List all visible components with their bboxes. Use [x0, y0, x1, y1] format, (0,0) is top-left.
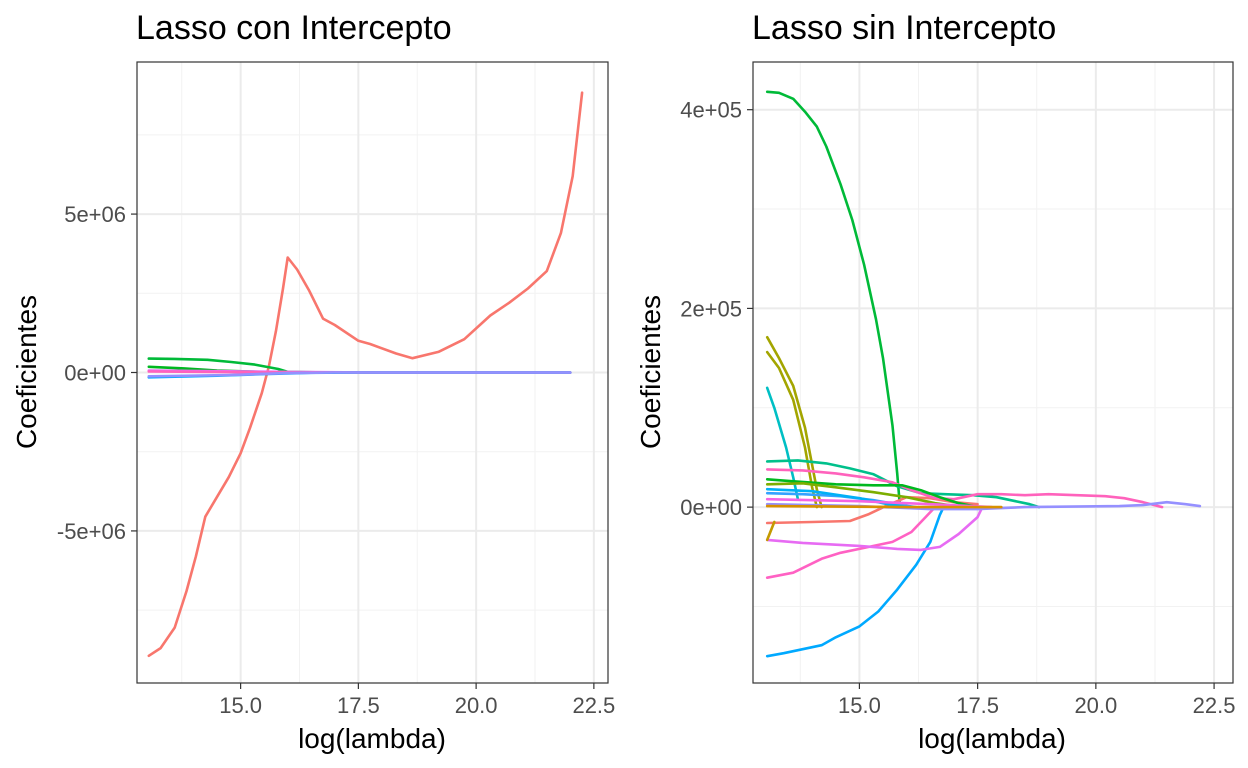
x-tick-label: 20.0	[455, 693, 498, 718]
series-line-8	[765, 520, 776, 542]
y-tick-label: 0e+00	[680, 495, 742, 520]
plot-panel-right	[752, 61, 1234, 684]
x-ticks-left: 15.0 17.5 20.0 22.5	[219, 683, 615, 718]
y-tick-label: 2e+05	[680, 296, 742, 321]
y-ticks-left: -5e+06 0e+00 5e+06	[57, 202, 137, 544]
x-axis-label-right: log(lambda)	[918, 723, 1066, 754]
series-left	[147, 91, 584, 658]
series-line-0	[765, 90, 901, 504]
x-tick-label: 17.5	[956, 693, 999, 718]
series-right	[765, 90, 1202, 658]
y-tick-label: 4e+05	[680, 98, 742, 123]
x-axis-label-left: log(lambda)	[298, 723, 446, 754]
y-axis-label-right: Coeficientes	[635, 295, 666, 449]
x-tick-label: 20.0	[1074, 693, 1117, 718]
x-tick-label: 15.0	[219, 693, 262, 718]
series-line-10	[765, 468, 1164, 509]
x-tick-label: 15.0	[838, 693, 881, 718]
chart-title-right: Lasso sin Intercepto	[752, 9, 1056, 47]
chart-title-left: Lasso con Intercepto	[136, 9, 452, 47]
series-line-4	[765, 503, 946, 658]
x-tick-label: 22.5	[1193, 693, 1236, 718]
series-line-0	[147, 91, 584, 658]
series-line-11	[765, 478, 979, 509]
y-axis-label-left: Coeficientes	[11, 295, 42, 449]
chart-right: Lasso sin Intercepto 15.0 17.5 20.0 22.5 0e…	[635, 9, 1235, 754]
y-tick-label: -5e+06	[57, 519, 126, 544]
y-tick-label: 5e+06	[64, 202, 126, 227]
y-ticks-right: 0e+00 2e+05 4e+05	[680, 98, 753, 520]
x-tick-label: 22.5	[572, 693, 615, 718]
series-line-6	[765, 505, 984, 552]
series-line-14	[765, 487, 908, 509]
series-line-17	[765, 504, 1003, 509]
x-ticks-right: 15.0 17.5 20.0 22.5	[838, 683, 1236, 718]
series-line-6	[147, 371, 572, 378]
chart-left: Lasso con Intercepto 15.0 17.5 20.0 22.5 -5…	[11, 9, 615, 754]
grid-right	[753, 62, 1233, 683]
y-tick-label: 0e+00	[64, 361, 126, 386]
series-line-16	[765, 497, 994, 509]
x-tick-label: 17.5	[337, 693, 380, 718]
